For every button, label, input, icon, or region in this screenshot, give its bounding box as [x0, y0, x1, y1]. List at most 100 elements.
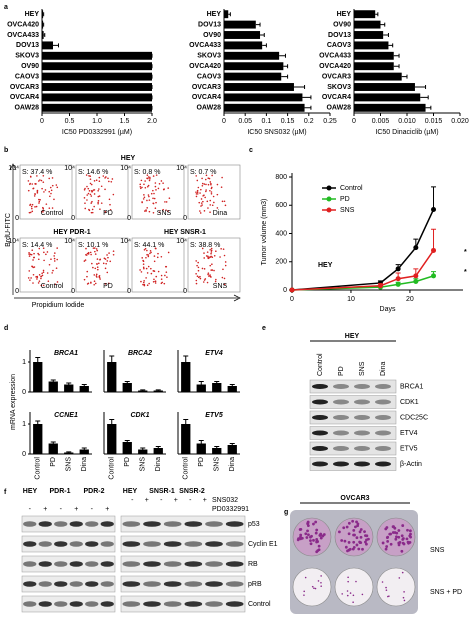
flow-dot	[107, 256, 109, 259]
flow-dot	[37, 252, 39, 255]
error-bar	[431, 186, 437, 210]
y-tick-label: 600	[275, 202, 287, 209]
sign: +	[43, 506, 47, 513]
flow-dot	[38, 198, 40, 201]
flow-dot	[155, 201, 157, 204]
flow-dot	[106, 271, 109, 274]
flow-dot	[206, 200, 209, 203]
flow-dot	[147, 176, 150, 178]
flow-dot	[211, 186, 213, 189]
flow-dot	[201, 204, 203, 206]
flow-dot	[40, 277, 42, 280]
bar	[224, 103, 305, 112]
blot-band	[23, 601, 37, 607]
flow-dot	[104, 283, 107, 285]
colony	[352, 545, 356, 549]
colony	[385, 586, 387, 589]
sign: -	[131, 497, 134, 504]
flow-dot	[210, 182, 212, 185]
blot-band	[354, 399, 370, 405]
blot-band	[85, 601, 99, 607]
flow-dot	[86, 270, 89, 273]
bar	[224, 72, 282, 81]
flow-dot	[104, 210, 107, 213]
flow-dot	[31, 183, 34, 185]
blot-strip	[120, 535, 246, 553]
bar	[153, 448, 163, 454]
flow-label: PD	[103, 283, 113, 290]
blot-band	[163, 541, 182, 547]
panel-label: c	[249, 147, 253, 154]
bar	[196, 384, 206, 392]
panel-label: e	[262, 325, 266, 332]
flow-dot	[195, 272, 197, 275]
colony	[304, 532, 308, 536]
error-bar	[401, 74, 408, 79]
flow-dot	[30, 205, 33, 208]
y-tick-label: OVCAR4	[192, 94, 221, 101]
x-axis-label: IC50 PD0332991 (µM)	[62, 129, 132, 136]
flow-dot	[156, 256, 159, 259]
x-tick-label: 0	[222, 118, 226, 125]
colony	[322, 533, 326, 536]
flow-dot	[94, 250, 96, 253]
legend-label: SNS	[340, 207, 355, 214]
protein-label: RB	[248, 561, 258, 568]
error-bar	[388, 43, 394, 48]
blot-band	[375, 461, 391, 467]
flow-tick: 10⁴	[176, 165, 187, 172]
flow-dot	[195, 191, 197, 193]
flow-dot	[143, 194, 145, 196]
blot-band	[205, 541, 223, 547]
blot-band	[184, 541, 203, 547]
colony	[389, 542, 393, 546]
error-bar	[66, 451, 72, 453]
flow-dot	[147, 194, 150, 196]
colony	[402, 542, 406, 546]
flow-dot	[202, 195, 204, 197]
bar	[212, 448, 222, 454]
flow-dot	[215, 250, 217, 253]
blot-band	[333, 430, 349, 436]
colony	[397, 535, 401, 539]
flow-dot	[209, 264, 212, 267]
flow-dot	[207, 207, 209, 209]
bar	[153, 390, 163, 392]
bar	[354, 41, 389, 50]
error-bar	[214, 446, 220, 448]
bar	[354, 10, 376, 19]
bar	[224, 10, 229, 19]
y-axis-label: mRNA expression	[10, 374, 17, 430]
colony	[402, 537, 405, 540]
colony	[361, 593, 364, 596]
flow-dot	[150, 272, 153, 275]
blot-band	[375, 415, 391, 420]
flow-dot	[41, 274, 44, 277]
flow-dot	[85, 174, 88, 176]
flow-dot	[31, 249, 34, 251]
flow-dot	[153, 260, 156, 263]
colony	[397, 541, 401, 545]
error-bar	[35, 357, 41, 362]
x-tick-label: Control	[35, 457, 42, 480]
x-tick-label: SNS	[66, 457, 73, 472]
flow-dot	[84, 202, 86, 204]
flow-dot	[53, 257, 56, 260]
flow-dot	[196, 275, 199, 278]
flow-dot	[157, 187, 160, 190]
colony	[319, 536, 323, 540]
blot-strip	[309, 426, 397, 440]
point	[413, 273, 419, 279]
group-label: PDR-2	[83, 488, 104, 495]
blot-band	[122, 601, 141, 607]
blot-strip	[120, 595, 246, 613]
flow-s-phase: S: 14.6 %	[78, 169, 108, 176]
flow-dot	[145, 277, 147, 279]
colony	[391, 531, 395, 534]
flow-label: SNS	[157, 210, 172, 217]
flow-tick: 0	[71, 288, 75, 295]
group-label: SNSR-2	[179, 488, 205, 495]
y-tick-label: OAW28	[196, 105, 221, 112]
flow-tick: 10⁴	[176, 238, 187, 245]
error-bar	[140, 389, 146, 391]
